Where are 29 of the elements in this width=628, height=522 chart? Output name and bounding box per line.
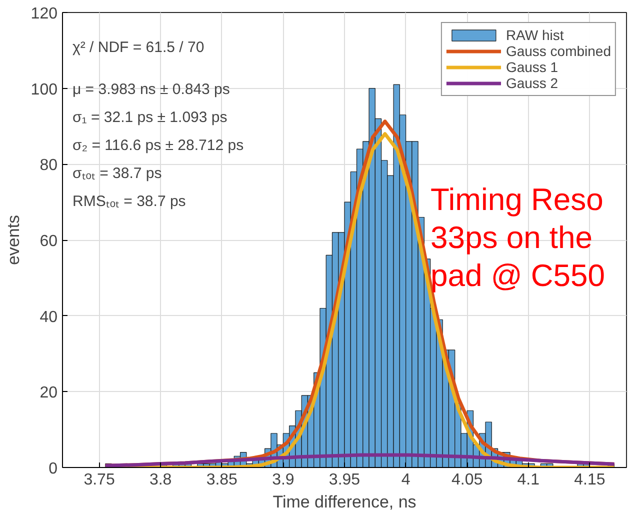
x-tick-label: 3.8 <box>149 472 172 488</box>
y-tick-label: 20 <box>40 384 58 402</box>
annotation: σ₁ = 32.1 ps ± 1.093 ps <box>72 109 228 126</box>
x-tick-label: 4.15 <box>574 472 606 488</box>
x-axis-title: Time difference, ns <box>272 492 416 512</box>
x-tick-label: 4.05 <box>452 472 483 488</box>
annotation: σ₂ = 116.6 ps ± 28.712 ps <box>72 137 244 154</box>
annotation: Timing Reso 33ps on the pad @ C550 <box>430 182 606 293</box>
x-tick-label: 4.1 <box>517 472 540 488</box>
x-tick-label: 3.75 <box>84 472 115 488</box>
y-axis-title: events <box>4 214 23 266</box>
y-tick-label: 60 <box>40 233 58 250</box>
x-tick-label: 3.85 <box>206 472 238 488</box>
annotation: RMSₜₒₜ = 38.7 ps <box>72 193 186 210</box>
y-tick-label: 100 <box>30 81 58 98</box>
x-tick-label: 3.9 <box>272 472 294 488</box>
annotation: μ = 3.983 ns ± 0.843 ps <box>72 81 230 98</box>
annotation: χ² / NDF = 61.5 / 70 <box>72 39 204 56</box>
y-tick-label: 80 <box>40 157 58 174</box>
x-tick-label: 3.95 <box>328 472 360 488</box>
legend-label: Gauss 2 <box>506 75 558 91</box>
y-tick-label: 0 <box>48 460 58 478</box>
annotation: σₜₒₜ = 38.7 ps <box>72 165 162 182</box>
legend-label: Gauss 1 <box>506 59 558 75</box>
legend-label: Gauss combined <box>506 43 611 59</box>
legend-label: RAW hist <box>506 27 564 43</box>
x-tick-label: 4 <box>401 472 410 488</box>
y-tick-label: 120 <box>30 6 58 22</box>
y-tick-label: 40 <box>40 308 58 326</box>
